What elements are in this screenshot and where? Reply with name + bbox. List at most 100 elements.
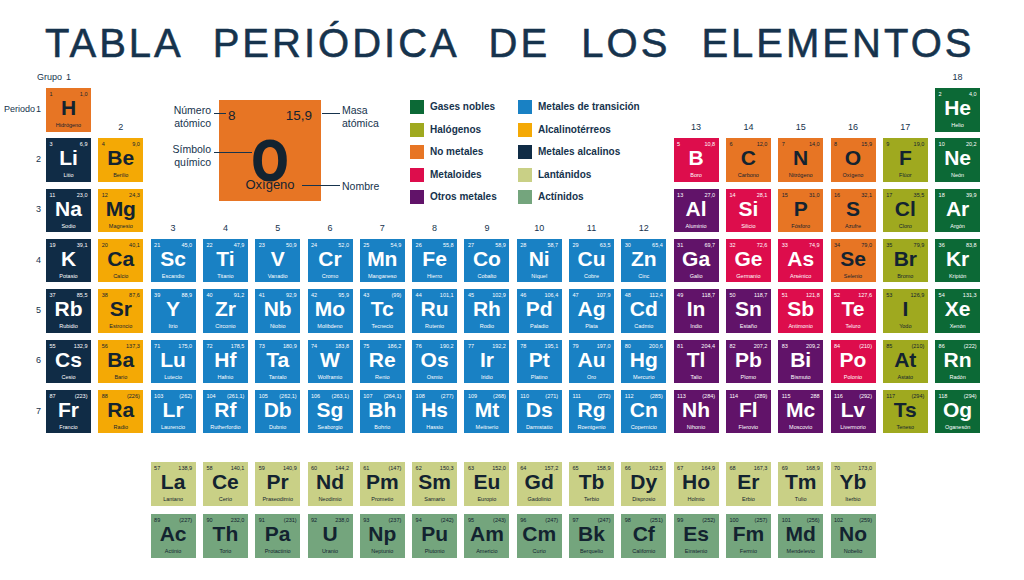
element-symbol: Nd	[308, 469, 353, 495]
element-cell: 13 27,0 Al Aluminio	[674, 189, 719, 233]
element-symbol: Sm	[412, 469, 457, 495]
element-name: Iridio	[464, 374, 509, 380]
group-number-label: 8	[412, 223, 457, 233]
element-symbol: Pd	[517, 296, 562, 322]
element-name: Cesio	[46, 374, 91, 380]
element-symbol: Mn	[360, 246, 405, 272]
legend-color-swatch	[410, 168, 424, 182]
element-name: Polonio	[831, 374, 876, 380]
element-cell: 59 140,9 Pr Praseodimio	[255, 462, 300, 506]
element-name: Samario	[412, 496, 457, 502]
element-name: Laurencio	[151, 424, 196, 430]
element-name: Boro	[674, 172, 719, 178]
element-symbol: No	[831, 521, 876, 547]
element-name: Hidrógeno	[46, 122, 91, 128]
element-cell: 27 58,9 Co Cobalto	[464, 239, 509, 283]
element-symbol: Cr	[308, 246, 353, 272]
element-name: Dubnio	[255, 424, 300, 430]
element-symbol: Rg	[569, 397, 614, 423]
element-name: Torio	[203, 548, 248, 554]
element-cell: 32 72,6 Ge Germanio	[726, 239, 771, 283]
element-symbol: Te	[831, 296, 876, 322]
example-atomic-mass: 15,9	[286, 108, 312, 123]
element-name: Selenio	[831, 273, 876, 279]
element-name: Bismuto	[778, 374, 823, 380]
element-symbol: Mo	[308, 296, 353, 322]
element-name: Flúor	[883, 172, 928, 178]
element-cell: 114 (289) Fl Flerovio	[726, 390, 771, 434]
element-cell: 68 167,3 Er Erbio	[726, 462, 771, 506]
element-cell: 21 45,0 Sc Escandio	[151, 239, 196, 283]
element-cell: 55 132,9 Cs Cesio	[46, 340, 91, 384]
element-cell: 78 195,1 Pt Platino	[517, 340, 562, 384]
element-symbol: Lu	[151, 347, 196, 373]
element-symbol: Ag	[569, 296, 614, 322]
element-cell: 65 158,9 Tb Terbio	[569, 462, 614, 506]
element-cell: 54 131,3 Xe Xenón	[935, 289, 980, 333]
element-cell: 29 63,5 Cu Cobre	[569, 239, 614, 283]
element-symbol: W	[308, 347, 353, 373]
legend-color-swatch	[518, 145, 532, 159]
group-number-label: 12	[621, 223, 666, 233]
annotation-line	[302, 185, 340, 186]
element-cell: 53 126,9 I Yodo	[883, 289, 928, 333]
element-cell: 83 209,2 Bi Bismuto	[778, 340, 823, 384]
element-name: Germanio	[726, 273, 771, 279]
element-name: Iterbio	[831, 496, 876, 502]
period-number-label: 4	[21, 255, 41, 265]
element-symbol: H	[46, 95, 91, 121]
element-cell: 75 186,2 Re Renio	[360, 340, 405, 384]
element-cell: 62 150,3 Sm Samario	[412, 462, 457, 506]
element-symbol: Rh	[464, 296, 509, 322]
annotation-nombre: Nombre	[342, 180, 402, 193]
element-symbol: In	[674, 296, 719, 322]
element-symbol: Cl	[883, 196, 928, 222]
element-name: Nihonio	[674, 424, 719, 430]
element-name: Vanadio	[255, 273, 300, 279]
element-symbol: Sb	[778, 296, 823, 322]
element-name: Bromo	[883, 273, 928, 279]
element-cell: 24 52,0 Cr Cromo	[308, 239, 353, 283]
element-name: Fósforo	[778, 223, 823, 229]
legend-color-swatch	[410, 145, 424, 159]
element-name: Azufre	[831, 223, 876, 229]
group-number-label: 6	[308, 223, 353, 233]
element-cell: 116 (292) Lv Livermorio	[831, 390, 876, 434]
element-symbol: Ce	[203, 469, 248, 495]
group-number-label: 5	[255, 223, 300, 233]
legend-label: Otros metales	[430, 190, 497, 204]
element-symbol: Ru	[412, 296, 457, 322]
legend-label: Metales de transición	[538, 100, 640, 114]
legend-color-swatch	[410, 190, 424, 204]
element-name: Helio	[935, 122, 980, 128]
legend-label: Metaloides	[430, 168, 482, 182]
element-symbol: U	[308, 521, 353, 547]
element-symbol: Co	[464, 246, 509, 272]
element-symbol: Fr	[46, 397, 91, 423]
element-symbol: Ra	[98, 397, 143, 423]
element-cell: 26 55,8 Fe Hierro	[412, 239, 457, 283]
element-symbol: Hf	[203, 347, 248, 373]
element-name: Cromo	[308, 273, 353, 279]
element-symbol: Nh	[674, 397, 719, 423]
group-number-label: 9	[464, 223, 509, 233]
element-name: Tantalo	[255, 374, 300, 380]
element-symbol: Bk	[569, 521, 614, 547]
period-number-label: 6	[21, 355, 41, 365]
element-name: Sodio	[46, 223, 91, 229]
element-cell: 38 87,6 Sr Estroncio	[98, 289, 143, 333]
element-symbol: C	[726, 145, 771, 171]
element-symbol: Al	[674, 196, 719, 222]
element-cell: 42 95,9 Mo Molibdeno	[308, 289, 353, 333]
element-cell: 72 178,5 Hf Hafnio	[203, 340, 248, 384]
element-symbol: Hs	[412, 397, 457, 423]
element-symbol: Kr	[935, 246, 980, 272]
element-cell: 113 (284) Nh Nihonio	[674, 390, 719, 434]
legend-color-swatch	[518, 123, 532, 137]
element-symbol: Er	[726, 469, 771, 495]
example-atomic-number: 8	[228, 108, 236, 123]
element-cell: 105 (262,1) Db Dubnio	[255, 390, 300, 434]
element-cell: 30 65,4 Zn Cinc	[621, 239, 666, 283]
element-symbol: S	[831, 196, 876, 222]
element-cell: 2 4,0 He Helio	[935, 88, 980, 132]
